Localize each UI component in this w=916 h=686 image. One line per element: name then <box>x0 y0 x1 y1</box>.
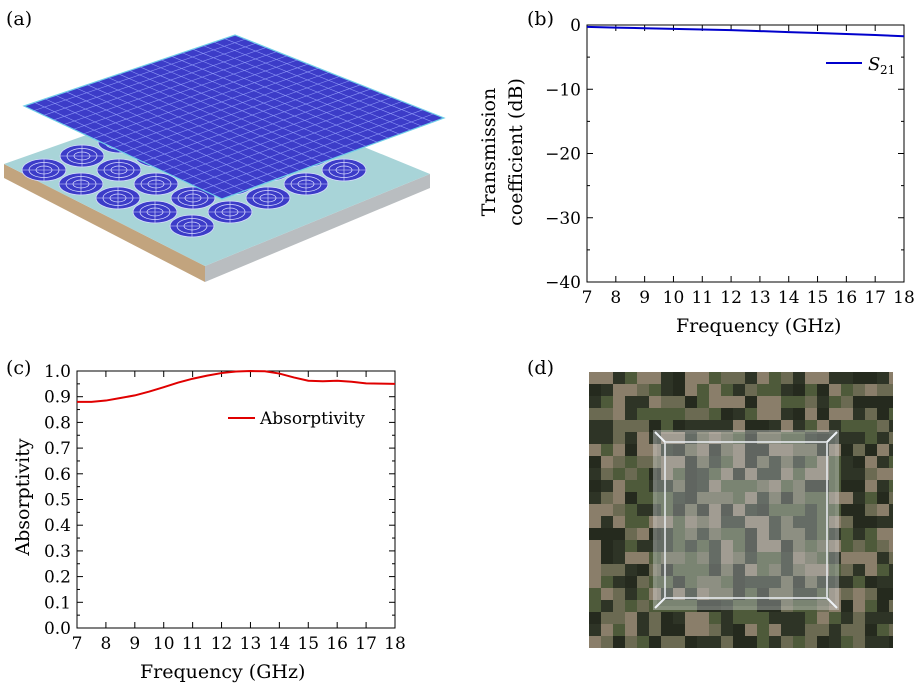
resonator-ring <box>133 172 179 196</box>
legend-label-s21-sub: 21 <box>880 63 895 77</box>
c-series-line <box>77 369 396 403</box>
b-ytick-label: −20 <box>545 145 581 165</box>
resonator-ring <box>58 172 104 196</box>
sample-photo <box>589 372 893 648</box>
b-xtick-label: 12 <box>720 288 742 308</box>
c-ytick-label: 0.3 <box>44 542 71 562</box>
legend-label-s21: S <box>868 54 880 75</box>
c-ytick-label: 0.6 <box>44 465 71 485</box>
c-xtick-label: 10 <box>153 634 175 654</box>
resonator-ring <box>96 158 142 182</box>
panel-label-b: (b) <box>527 8 554 30</box>
resonator-ring <box>21 158 67 182</box>
resistive-grid-sheet <box>22 34 446 200</box>
legend-label-absorptivity: Absorptivity <box>259 409 365 429</box>
c-ytick-label: 0.1 <box>44 593 71 613</box>
c-xtick-label: 7 <box>72 634 83 654</box>
resonator-ring <box>207 200 253 224</box>
panel-label-d: (d) <box>527 357 554 379</box>
c-xtick-label: 16 <box>326 634 348 654</box>
resonator-ring <box>283 172 329 196</box>
legend-b: S 21 <box>826 54 895 77</box>
resonator-ring <box>245 186 291 210</box>
c-ytick-label: 0.2 <box>44 568 71 588</box>
x-axis-label-b: Frequency (GHz) <box>676 315 841 337</box>
c-xtick-label: 13 <box>240 634 262 654</box>
c-xtick-label: 12 <box>211 634 233 654</box>
c-xtick-label: 9 <box>129 634 140 654</box>
c-xtick-label: 15 <box>297 634 319 654</box>
b-ytick-label: −40 <box>545 273 581 293</box>
legend-c: Absorptivity <box>228 409 365 429</box>
resonator-ring <box>132 200 178 224</box>
b-xtick-label: 9 <box>639 288 650 308</box>
b-xtick-label: 7 <box>582 288 593 308</box>
panel-label-c: (c) <box>6 357 32 379</box>
b-ytick-label: −10 <box>545 80 581 100</box>
substrate-right-side <box>205 174 430 282</box>
b-xtick-label: 16 <box>836 288 858 308</box>
resonator-ring <box>169 214 215 238</box>
c-ytick-label: 0.0 <box>44 619 71 639</box>
b-xtick-label: 11 <box>691 288 713 308</box>
b-xtick-label: 17 <box>864 288 886 308</box>
b-xtick-label: 10 <box>663 288 685 308</box>
c-xtick-label: 8 <box>100 634 111 654</box>
c-xtick-label: 18 <box>384 634 406 654</box>
panel-label-a: (a) <box>6 8 33 30</box>
c-ytick-label: 0.4 <box>44 516 71 536</box>
y-axis-label-c: Absorptivity <box>12 438 34 556</box>
b-xtick-label: 13 <box>749 288 771 308</box>
b-xtick-label: 15 <box>807 288 829 308</box>
b-series-line <box>586 25 905 38</box>
c-xtick-label: 14 <box>269 634 291 654</box>
y-axis-label-b-line1: Transmission <box>478 88 500 216</box>
y-axis-label-b-line2: coefficient (dB) <box>505 78 527 226</box>
b-xtick-label: 14 <box>778 288 800 308</box>
resonator-ring <box>95 186 141 210</box>
c-ytick-label: 1.0 <box>44 362 71 382</box>
b-ytick-label: 0 <box>570 16 581 36</box>
c-ytick-label: 0.8 <box>44 413 71 433</box>
substrate-left-side <box>4 164 205 282</box>
absorber-structure-illustration <box>4 34 446 282</box>
resonator-ring <box>321 158 367 182</box>
transparent-sample <box>653 430 839 610</box>
c-ytick-label: 0.9 <box>44 388 71 408</box>
c-xtick-label: 11 <box>182 634 204 654</box>
c-ytick-label: 0.7 <box>44 439 71 459</box>
resonator-ring <box>59 144 105 168</box>
b-xtick-label: 8 <box>610 288 621 308</box>
b-xtick-label: 18 <box>893 288 915 308</box>
b-ytick-label: −30 <box>545 209 581 229</box>
x-axis-label-c: Frequency (GHz) <box>140 661 305 683</box>
c-ytick-label: 0.5 <box>44 491 71 511</box>
c-xtick-label: 17 <box>355 634 377 654</box>
resonator-ring <box>170 186 216 210</box>
